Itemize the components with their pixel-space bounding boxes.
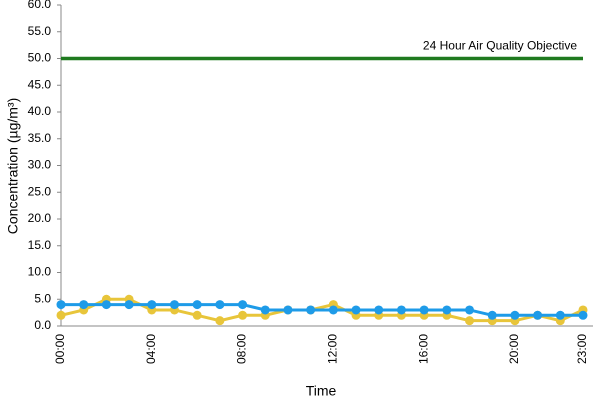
x-axis-label: Time [306,383,337,399]
x-tick-label: 16:00 [416,334,430,364]
y-tick-label: 50.0 [28,51,52,65]
y-tick-label: 25.0 [28,184,52,198]
y-tick-label: 45.0 [28,77,52,91]
point [374,305,384,315]
point [79,300,89,310]
point [260,305,270,315]
point [465,305,475,315]
point [396,305,406,315]
x-tick-label: 23:00 [575,334,589,364]
point [442,305,452,315]
point [238,300,248,310]
point [306,305,316,315]
y-tick-label: 55.0 [28,24,52,38]
point [328,305,338,315]
point [283,305,293,315]
point [56,300,66,310]
point [351,305,361,315]
y-tick-label: 15.0 [28,238,52,252]
y-tick-label: 20.0 [28,211,52,225]
y-tick-label: 40.0 [28,104,52,118]
point [419,305,429,315]
point [510,310,520,320]
point [578,310,588,320]
point [56,310,66,320]
y-tick-label: 5.0 [34,291,51,305]
y-tick-label: 60.0 [28,0,52,11]
point [124,300,134,310]
point [192,300,202,310]
x-tick-label: 20:00 [507,334,521,364]
point [147,300,157,310]
y-tick-label: 0.0 [34,318,51,332]
point [215,316,225,326]
x-tick-label: 04:00 [144,334,158,364]
series-label: 24 Hour Air Quality Objective [423,39,577,53]
y-tick-label: 35.0 [28,131,52,145]
x-tick-label: 08:00 [235,334,249,364]
y-tick-label: 10.0 [28,265,52,279]
point [169,300,179,310]
point [533,310,543,320]
point [192,310,202,320]
y-axis-label: Concentration (µg/m³) [5,98,21,234]
point [215,300,225,310]
point [238,310,248,320]
x-tick-label: 12:00 [326,334,340,364]
y-tick-label: 30.0 [28,158,52,172]
point [555,310,565,320]
point [101,300,111,310]
point [465,316,475,326]
point [487,310,497,320]
x-tick-label: 00:00 [53,334,67,364]
